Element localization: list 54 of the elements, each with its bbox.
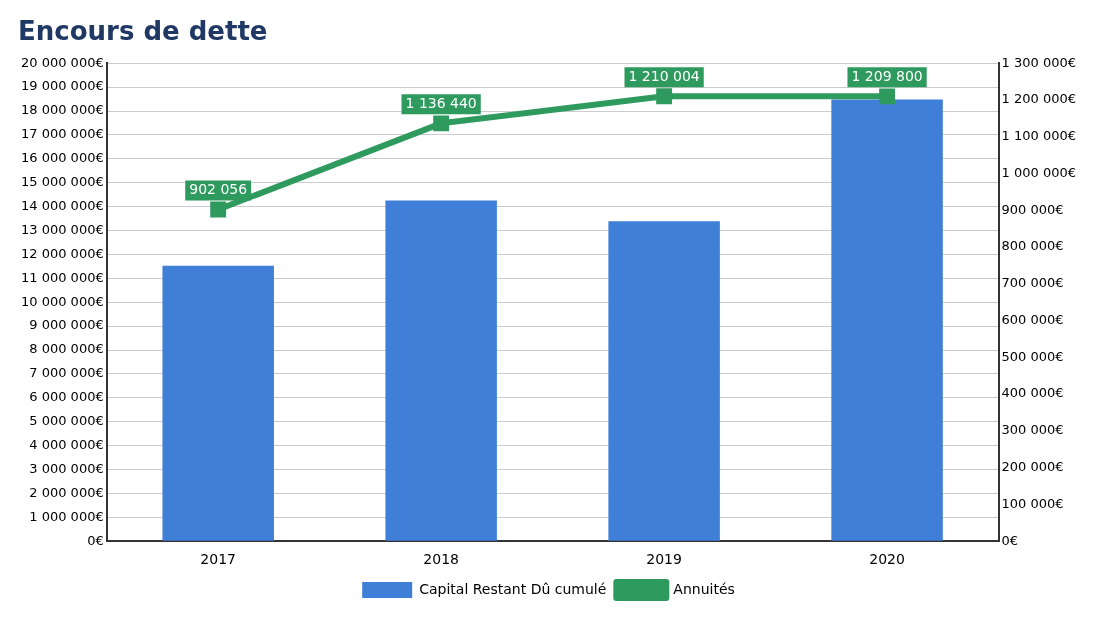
legend-label: Capital Restant Dû cumulé — [419, 580, 607, 597]
data-label: 902 056 — [189, 181, 248, 198]
data-label: 1 209 800 — [851, 68, 923, 85]
y-tick-label: 15 000 000€ — [20, 174, 104, 190]
y2-tick-label: 800 000€ — [1001, 238, 1064, 254]
y-tick-label: 6 000 000€ — [29, 389, 104, 405]
y-tick-label: 17 000 000€ — [20, 126, 104, 142]
y-tick-label: 9 000 000€ — [29, 317, 104, 333]
y2-tick-label: 100 000€ — [1001, 495, 1064, 511]
chart-title: Encours de dette — [18, 16, 268, 47]
y2-tick-label: 1 000 000€ — [1001, 164, 1076, 180]
bar — [608, 221, 720, 541]
y-tick-label: 10 000 000€ — [20, 293, 104, 309]
y-tick-label: 12 000 000€ — [20, 245, 104, 261]
y-tick-label: 1 000 000€ — [29, 508, 104, 524]
x-tick-label: 2017 — [200, 551, 237, 568]
point — [879, 88, 896, 105]
y-tick-label: 18 000 000€ — [20, 102, 104, 118]
x-tick-label: 2018 — [423, 551, 459, 568]
data-label: 1 210 004 — [628, 67, 700, 84]
y-tick-label: 5 000 000€ — [29, 413, 104, 429]
y2-tick-label: 1 100 000€ — [1001, 128, 1076, 144]
y2-tick-label: 1 200 000€ — [1001, 91, 1076, 107]
y2-tick-label: 200 000€ — [1001, 459, 1064, 475]
point — [656, 88, 673, 105]
bar — [162, 265, 274, 541]
y-tick-label: 7 000 000€ — [29, 365, 104, 381]
y-tick-label: 19 000 000€ — [20, 78, 104, 94]
point — [210, 201, 227, 218]
x-tick-label: 2019 — [646, 551, 682, 568]
bar — [385, 200, 497, 541]
y2-tick-label: 900 000€ — [1001, 201, 1064, 217]
y-tick-label: 4 000 000€ — [29, 436, 104, 452]
bar — [831, 99, 943, 541]
y2-tick-label: 500 000€ — [1001, 348, 1064, 364]
y-tick-label: 8 000 000€ — [29, 341, 104, 357]
x-tick-label: 2020 — [869, 551, 905, 568]
y2-tick-label: 400 000€ — [1001, 385, 1064, 401]
point — [433, 115, 450, 132]
y2-tick-label: 600 000€ — [1001, 311, 1064, 327]
y2-tick-label: 1 300 000€ — [1001, 54, 1076, 70]
y-tick-label: 14 000 000€ — [20, 197, 104, 213]
y-tick-label: 16 000 000€ — [20, 150, 104, 166]
y-tick-label: 2 000 000€ — [29, 484, 104, 500]
y-tick-label: 13 000 000€ — [20, 221, 104, 237]
y-tick-label: 20 000 000€ — [20, 54, 104, 70]
y2-tick-label: 700 000€ — [1001, 275, 1064, 291]
y-tick-label: 3 000 000€ — [29, 460, 104, 476]
data-label: 1 136 440 — [405, 94, 477, 111]
y2-tick-label: 300 000€ — [1001, 422, 1064, 438]
y-tick-label: 11 000 000€ — [20, 269, 104, 285]
y-tick-label: 0€ — [87, 532, 104, 548]
legend-label: Annuités — [673, 580, 735, 597]
y2-tick-label: 0€ — [1001, 532, 1019, 548]
